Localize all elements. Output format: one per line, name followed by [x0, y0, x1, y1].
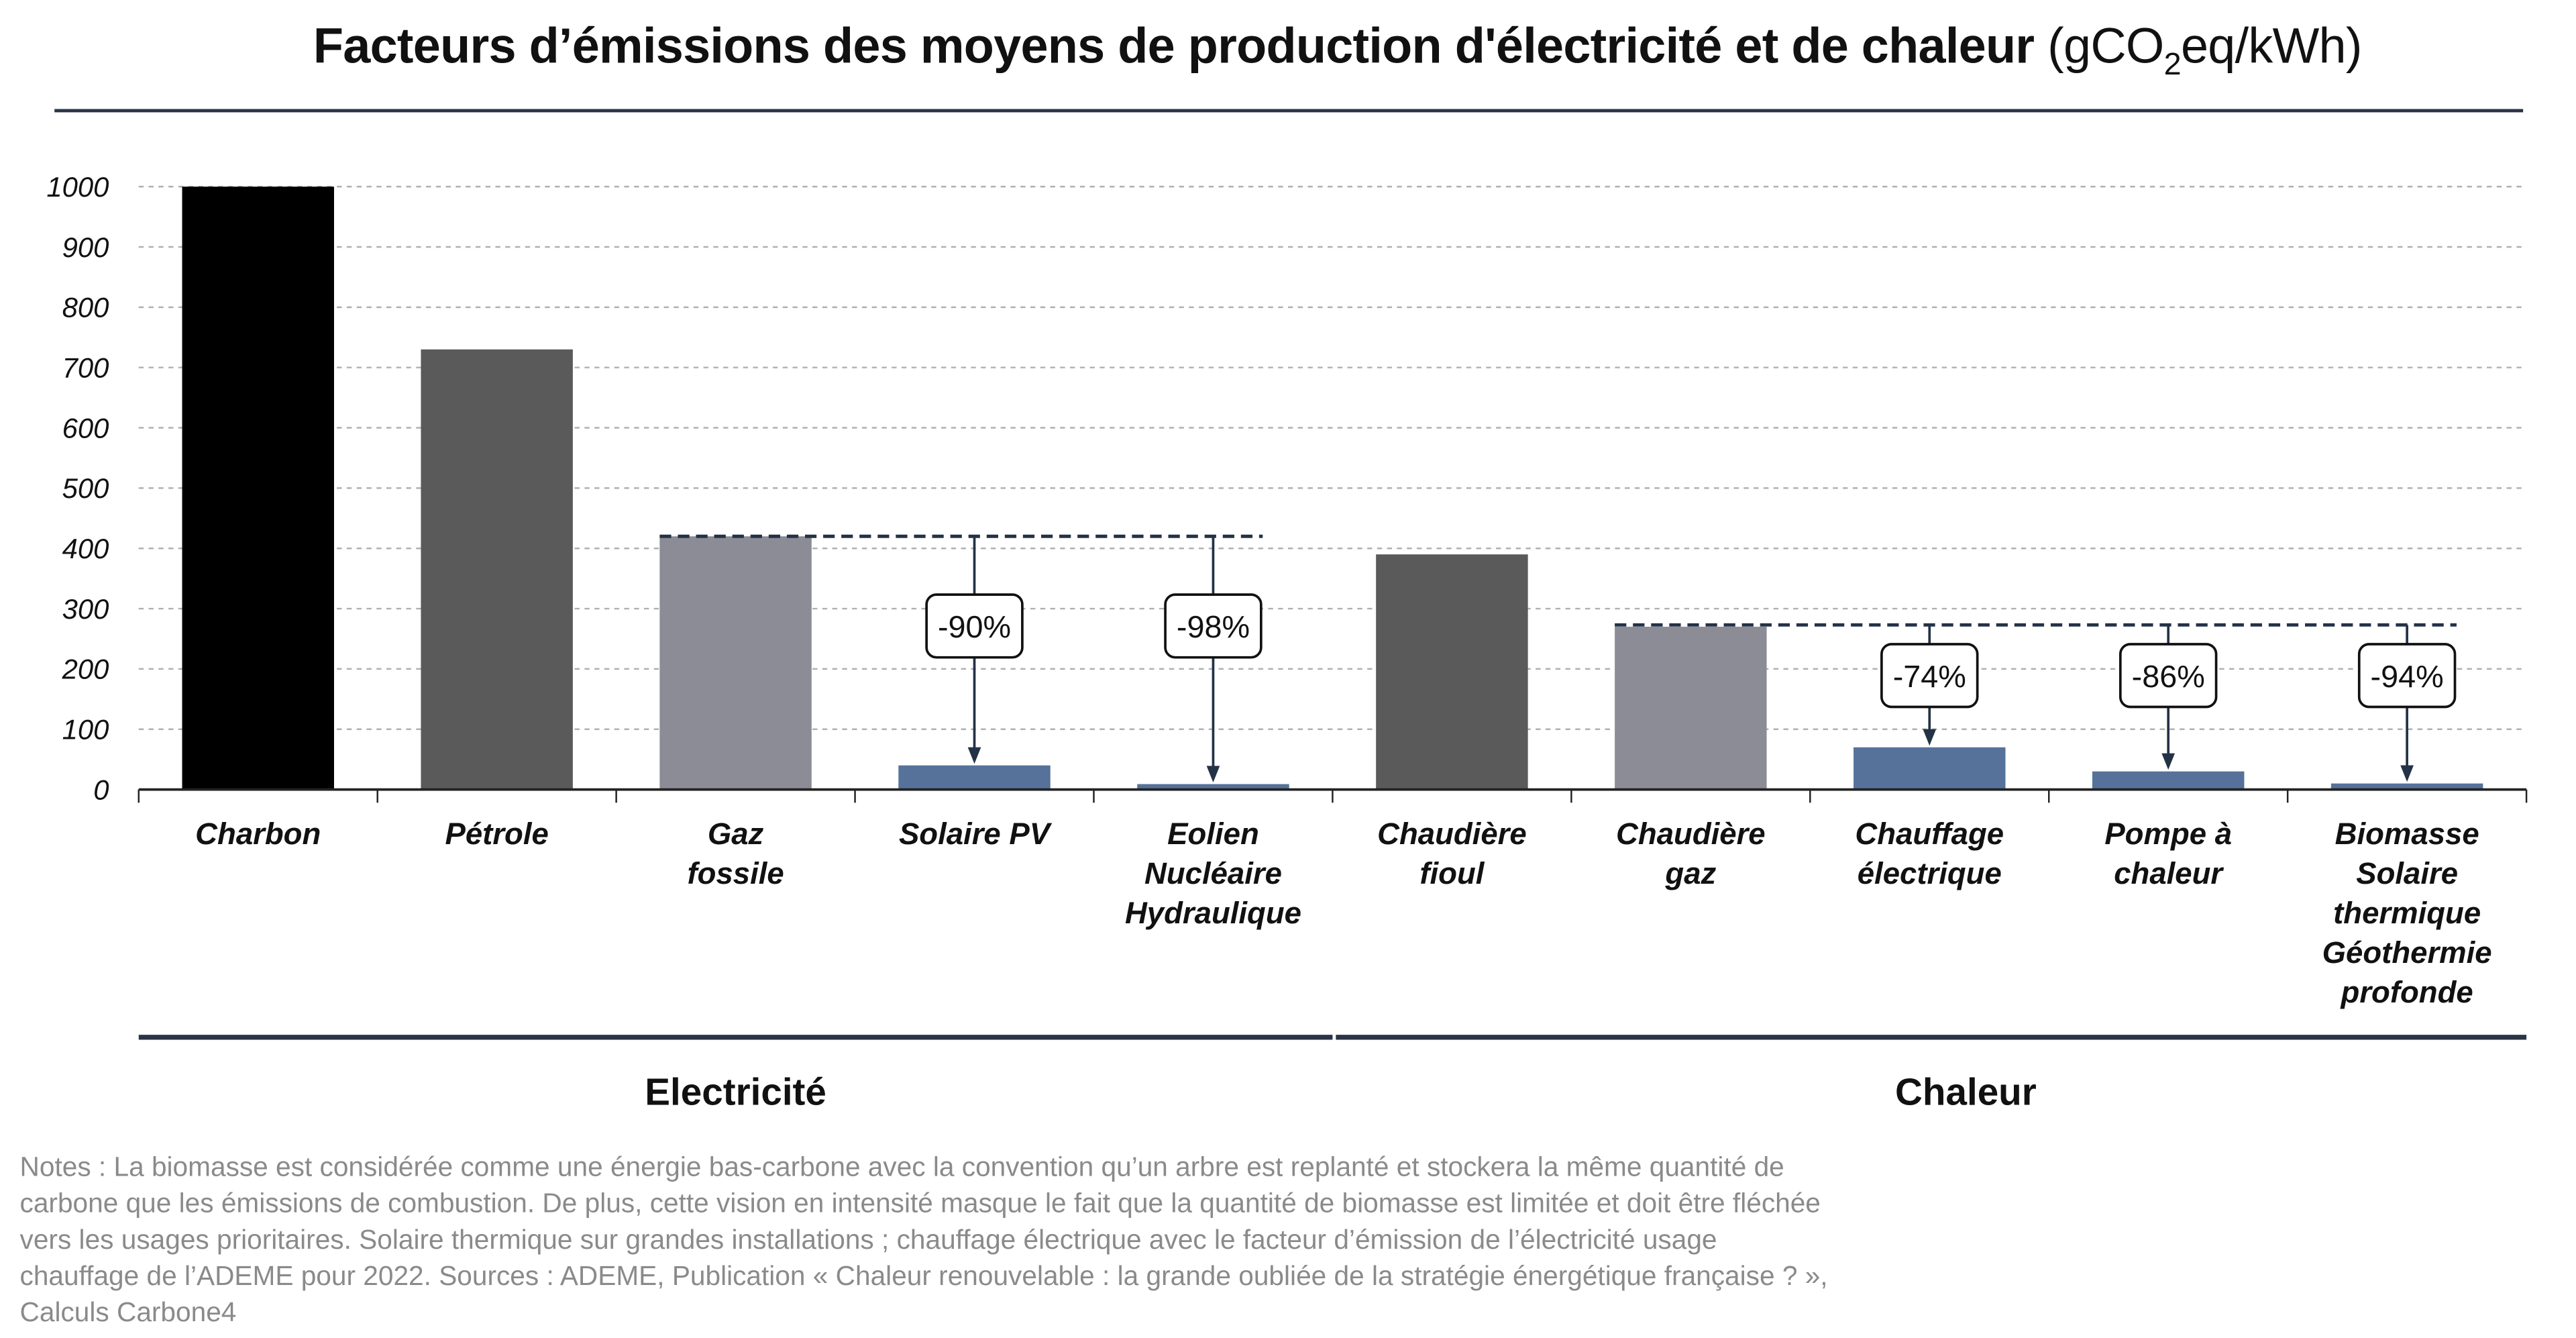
category-label: Nucléaire [1144, 856, 1282, 890]
reduction-label: -98% [1177, 609, 1250, 644]
reduction-badge [1880, 643, 1979, 709]
category-label: gaz [1664, 856, 1716, 890]
arrow-head-icon [967, 747, 981, 764]
category-label: thermique [2333, 896, 2481, 930]
notes-line: Calculs Carbone4 [19, 1298, 237, 1329]
notes-line: chauffage de l’ADEME pour 2022. Sources … [19, 1262, 1828, 1292]
arrow-head-icon [1206, 766, 1220, 783]
category-label: chaleur [2114, 856, 2224, 890]
category-label: Chauffage [1855, 817, 2004, 851]
y-tick-label: 400 [62, 533, 109, 564]
category-label: Pompe à [2104, 817, 2232, 851]
bar [2092, 771, 2245, 790]
y-tick-label: 1000 [46, 171, 109, 203]
notes-line: vers les usages prioritaires. Solaire th… [19, 1225, 1717, 1255]
bar [182, 187, 334, 790]
bar [1854, 747, 2006, 790]
bar [1137, 784, 1289, 790]
y-tick-label: 300 [62, 593, 109, 625]
bar [1376, 554, 1528, 790]
category-label: Hydraulique [1125, 896, 1301, 930]
category-label: fossile [687, 856, 784, 890]
y-tick-label: 900 [62, 231, 109, 263]
category-label: Eolien [1167, 817, 1259, 851]
bar [898, 765, 1051, 790]
y-tick-label: 700 [62, 352, 109, 383]
bar [1615, 627, 1767, 790]
reduction-label: -86% [2132, 659, 2205, 694]
reduction-label: -90% [938, 609, 1011, 644]
category-label: électrique [1858, 856, 2002, 890]
category-label: profonde [2341, 975, 2473, 1009]
y-tick-label: 800 [62, 292, 109, 323]
category-label: Pétrole [445, 817, 549, 851]
group-label: Electricité [645, 1071, 826, 1113]
category-label: Biomasse [2335, 817, 2479, 851]
arrow-head-icon [2400, 765, 2414, 782]
category-label: fioul [1419, 856, 1485, 890]
category-label: Géothermie [2322, 935, 2492, 970]
reduction-badge [925, 593, 1024, 659]
reduction-badge [2118, 643, 2218, 709]
y-tick-label: 200 [62, 654, 109, 685]
reduction-label: -94% [2371, 659, 2444, 694]
notes-line: Notes : La biomasse est considérée comme… [19, 1153, 1784, 1183]
reduction-label: -74% [1893, 659, 1966, 694]
category-label: Chaudière [1377, 817, 1527, 851]
y-tick-label: 600 [62, 412, 109, 444]
y-tick-label: 500 [62, 472, 109, 504]
category-label: Chaudière [1616, 817, 1766, 851]
bar-chart: 0 100 200 300 400 500 600 700 800 900 1000 Charbon P… [46, 171, 2528, 1113]
notes: Notes : La biomasse est considérée comme… [20, 1149, 2200, 1331]
category-label: Solaire [2356, 856, 2458, 890]
title-rule [54, 109, 2524, 113]
reduction-badge [1164, 593, 1263, 659]
category-label: Solaire PV [899, 817, 1053, 851]
bar [2330, 783, 2483, 790]
bar [659, 536, 812, 790]
arrow-head-icon [1923, 729, 1937, 746]
y-tick-label: 100 [62, 714, 109, 745]
bar [421, 349, 573, 790]
y-tick-label: 0 [93, 774, 109, 805]
arrow-head-icon [2161, 753, 2176, 770]
reduction-badge [2357, 643, 2457, 709]
category-label: Gaz [708, 817, 764, 851]
title-unit: (gCO2eq/kWh) [2047, 19, 2362, 83]
category-label: Charbon [195, 817, 321, 851]
notes-line: carbone que les émissions de combustion.… [19, 1189, 1821, 1219]
title-main: Facteurs d’émissions des moyens de produ… [313, 19, 2035, 74]
group-label: Chaleur [1895, 1071, 2037, 1113]
chart-title: Facteurs d’émissions des moyens de produ… [0, 20, 2576, 85]
